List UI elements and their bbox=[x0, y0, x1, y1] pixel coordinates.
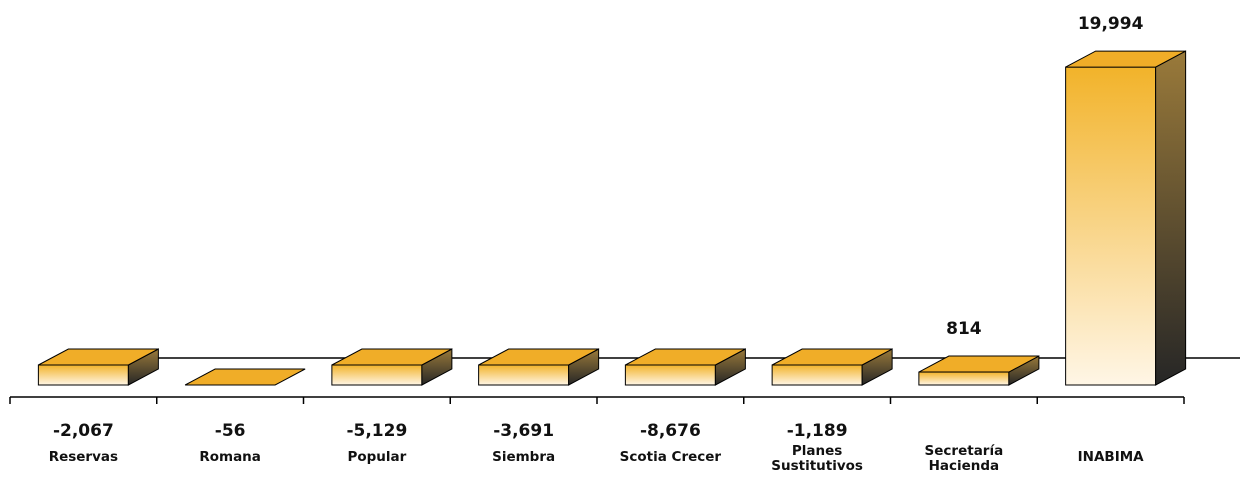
bar-top-face bbox=[1065, 50, 1186, 68]
bar bbox=[1065, 50, 1187, 386]
data-label: -5,129 bbox=[346, 421, 407, 441]
x-tick-label: Planes Sustitutivos bbox=[771, 443, 863, 474]
bar-top-face bbox=[331, 348, 453, 366]
data-label: -8,676 bbox=[640, 421, 701, 441]
x-tick-label: Romana bbox=[199, 449, 261, 465]
x-tick-label: INABIMA bbox=[1078, 449, 1145, 465]
data-label: 19,994 bbox=[1078, 14, 1144, 34]
bar-front-face bbox=[37, 364, 129, 386]
bar-top-face bbox=[38, 348, 159, 366]
x-tick-label: Siembra bbox=[492, 449, 555, 465]
bar-top-face bbox=[771, 348, 893, 366]
bar-front-face bbox=[1065, 66, 1157, 386]
x-tick-label: Secretaría Hacienda bbox=[925, 443, 1004, 474]
bar bbox=[771, 348, 893, 386]
bar bbox=[184, 368, 306, 386]
bar-front-face bbox=[624, 364, 716, 386]
bar bbox=[624, 348, 746, 386]
bar-front-face bbox=[331, 364, 423, 386]
data-label: 814 bbox=[946, 319, 982, 339]
data-label: -2,067 bbox=[53, 421, 114, 441]
data-label: -1,189 bbox=[787, 421, 848, 441]
bar bbox=[37, 348, 159, 386]
bar-top-face bbox=[918, 355, 1040, 373]
x-tick-label: Scotia Crecer bbox=[620, 449, 722, 465]
bar-top-face bbox=[625, 348, 746, 366]
x-tick-label: Popular bbox=[347, 449, 406, 465]
bar bbox=[918, 355, 1040, 386]
x-tick-label: Reservas bbox=[49, 449, 118, 465]
bar-side-face bbox=[1155, 50, 1187, 386]
bar-top-face bbox=[478, 348, 599, 366]
bar bbox=[331, 348, 453, 386]
data-label: -3,691 bbox=[493, 421, 554, 441]
bar-top-face bbox=[184, 368, 306, 386]
bar-front-face bbox=[918, 371, 1010, 386]
data-label: -56 bbox=[215, 421, 246, 441]
bar bbox=[478, 348, 600, 386]
bar-front-face bbox=[771, 364, 863, 386]
bar-front-face bbox=[478, 364, 570, 386]
